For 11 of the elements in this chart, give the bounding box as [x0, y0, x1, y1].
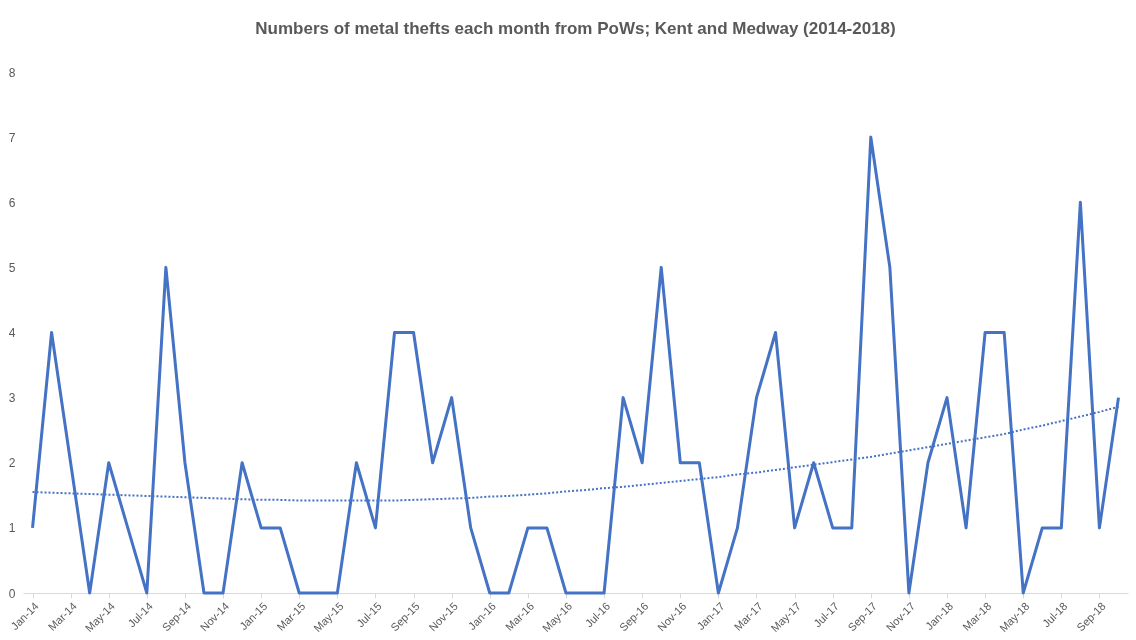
y-tick-label: 4 [8, 326, 16, 340]
y-tick-label: 7 [8, 130, 16, 145]
y-tick-label: 5 [8, 260, 16, 275]
y-tick-label: 3 [8, 391, 16, 406]
y-tick-label: 2 [8, 456, 16, 471]
y-tick-label: 1 [8, 521, 16, 536]
y-tick-label: 6 [8, 195, 16, 210]
chart-title: Numbers of metal thefts each month from PoWs; Kent and Medway (2014-2018) [255, 19, 896, 38]
y-tick-label: 8 [8, 65, 16, 80]
y-tick-label: 0 [8, 586, 16, 601]
line-series [31, 135, 1120, 595]
